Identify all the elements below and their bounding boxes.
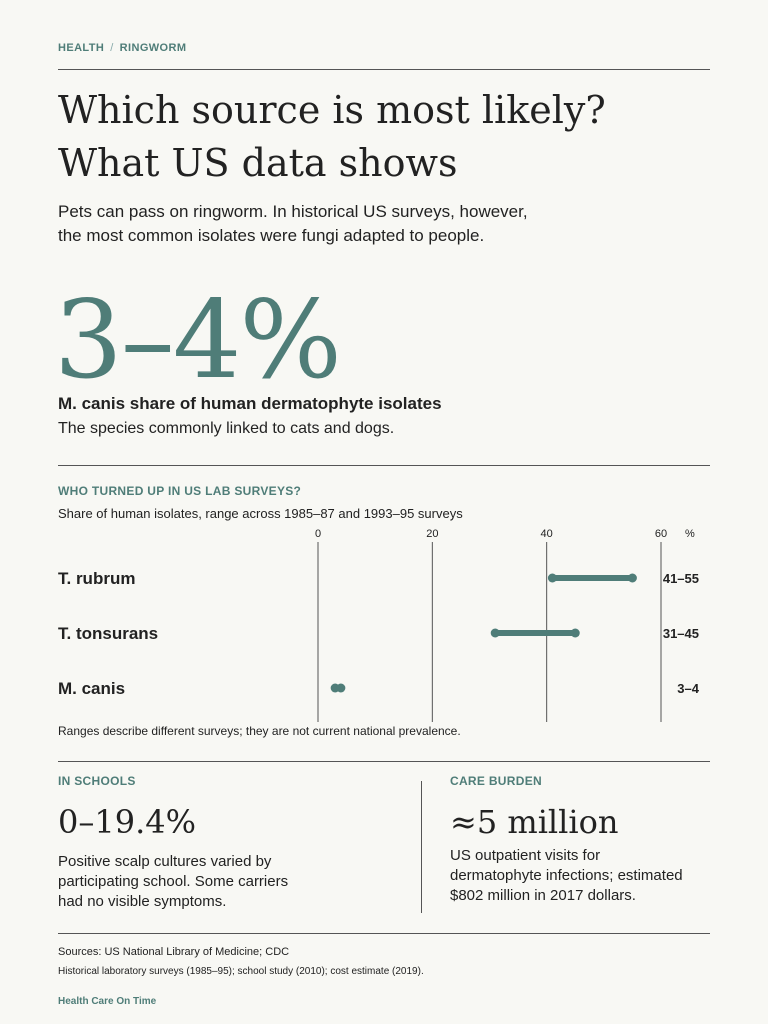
stats-rule bbox=[58, 761, 710, 762]
deck: Pets can pass on ringworm. In historical… bbox=[58, 200, 578, 248]
range-low-point-t-tonsurans bbox=[490, 628, 500, 638]
sources-line: Sources: US National Library of Medicine… bbox=[58, 946, 290, 958]
schools-panel: IN SCHOOLS 0–19.4% Positive scalp cultur… bbox=[58, 774, 358, 912]
chart-note: Ranges describe different surveys; they … bbox=[58, 724, 461, 738]
row-label-t-tonsurans: T. tonsurans bbox=[58, 624, 158, 643]
x-tick-label-0: 0 bbox=[315, 528, 321, 540]
burden-description: US outpatient visits for dermatophyte in… bbox=[450, 846, 710, 906]
row-label-t-rubrum: T. rubrum bbox=[58, 569, 135, 588]
breadcrumb-ringworm[interactable]: RINGWORM bbox=[119, 42, 187, 54]
sources-detail: Historical laboratory surveys (1985–95);… bbox=[58, 966, 424, 977]
title-line-2: What US data shows bbox=[58, 141, 458, 185]
breadcrumb-health[interactable]: HEALTH bbox=[58, 42, 105, 54]
brand-name[interactable]: Health Care On Time bbox=[58, 996, 157, 1007]
deck-line-2: the most common isolates were fungi adap… bbox=[58, 226, 485, 245]
burden-desc-line-1: US outpatient visits for bbox=[450, 847, 601, 864]
breadcrumb: HEALTH / RINGWORM bbox=[58, 42, 186, 54]
chart-subtitle: Share of human isolates, range across 19… bbox=[58, 506, 463, 521]
burden-panel: CARE BURDEN ≈5 million US outpatient vis… bbox=[450, 774, 710, 906]
schools-desc-line-1: Positive scalp cultures varied by bbox=[58, 853, 272, 870]
schools-desc-line-3: had no visible symptoms. bbox=[58, 893, 227, 910]
burden-stat: ≈5 million bbox=[450, 803, 619, 841]
x-tick-label-60: 60 bbox=[655, 528, 667, 540]
page-title: Which source is most likely? What US dat… bbox=[58, 84, 606, 190]
footer-rule bbox=[58, 933, 710, 934]
burden-title: CARE BURDEN bbox=[450, 774, 542, 788]
header-rule bbox=[58, 69, 710, 70]
range-chart: 0 20 40 60 % T. rubrum 41–55 T. tonsurans 31–45 M… bbox=[58, 528, 700, 722]
section-rule bbox=[58, 465, 710, 466]
range-high-point-m-canis bbox=[336, 683, 346, 693]
range-value-label-t-rubrum: 41–55 bbox=[663, 571, 699, 586]
infographic-page: HEALTH / RINGWORM Which source is most lik… bbox=[54, 0, 710, 1024]
range-high-point-t-rubrum bbox=[627, 573, 637, 583]
column-divider bbox=[421, 781, 422, 913]
schools-title: IN SCHOOLS bbox=[58, 774, 136, 788]
burden-desc-line-2: dermatophyte infections; estimated bbox=[450, 867, 683, 884]
schools-desc-line-2: participating school. Some carriers bbox=[58, 873, 289, 890]
range-low-point-t-rubrum bbox=[547, 573, 557, 583]
row-label-m-canis: M. canis bbox=[58, 679, 125, 698]
deck-line-1: Pets can pass on ringworm. In historical… bbox=[58, 202, 528, 221]
chart-title: WHO TURNED UP IN US LAB SURVEYS? bbox=[58, 484, 302, 498]
hero-subtext: The species commonly linked to cats and … bbox=[58, 420, 395, 437]
burden-desc-line-3: $802 million in 2017 dollars. bbox=[450, 887, 636, 904]
hero-stat: 3–4% bbox=[54, 278, 342, 403]
x-tick-label-20: 20 bbox=[426, 528, 438, 540]
range-value-label-m-canis: 3–4 bbox=[677, 681, 699, 696]
x-tick-label-40: 40 bbox=[541, 528, 553, 540]
schools-stat: 0–19.4% bbox=[58, 803, 197, 841]
title-line-1: Which source is most likely? bbox=[58, 88, 606, 132]
x-unit-label: % bbox=[685, 528, 695, 540]
hero-label: M. canis share of human dermatophyte iso… bbox=[58, 394, 442, 413]
schools-description: Positive scalp cultures varied by partic… bbox=[58, 852, 358, 912]
range-value-label-t-tonsurans: 31–45 bbox=[663, 626, 699, 641]
breadcrumb-separator: / bbox=[110, 42, 114, 54]
range-high-point-t-tonsurans bbox=[570, 628, 580, 638]
